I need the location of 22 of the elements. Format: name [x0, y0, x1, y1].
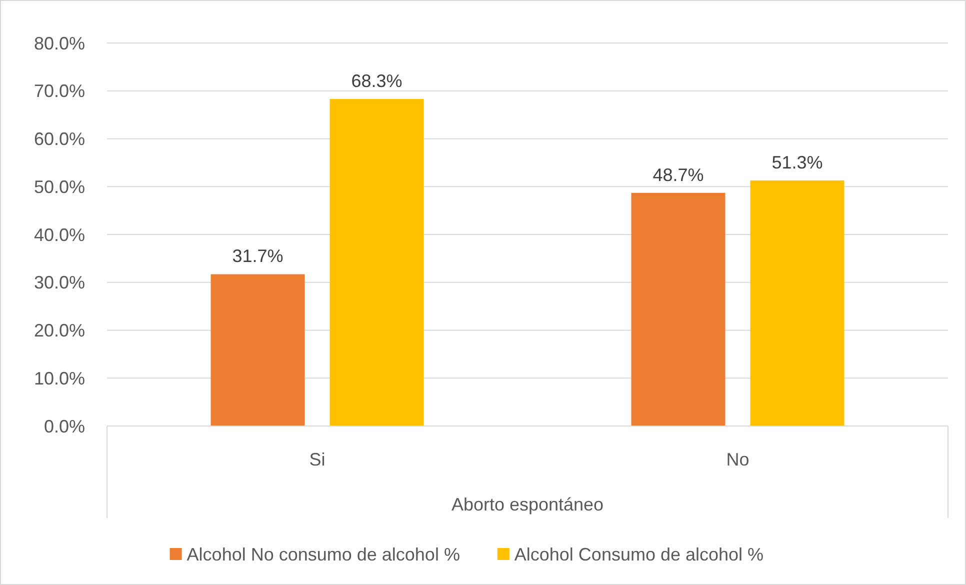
- data-label: 48.7%: [652, 164, 704, 185]
- legend-label: Alcohol No consumo de alcohol %: [186, 544, 460, 564]
- legend-label: Alcohol Consumo de alcohol %: [514, 544, 764, 564]
- y-tick-label: 40.0%: [34, 224, 85, 245]
- y-tick-label: 60.0%: [34, 129, 85, 150]
- x-axis-title: Aborto espontáneo: [451, 494, 604, 514]
- y-tick-label: 0.0%: [44, 416, 85, 436]
- y-tick-label: 70.0%: [34, 81, 85, 102]
- y-tick-label: 50.0%: [34, 176, 85, 197]
- data-label: 31.7%: [232, 246, 284, 266]
- data-label: 68.3%: [351, 71, 402, 92]
- y-tick-label: 20.0%: [34, 320, 85, 341]
- x-tick-label: No: [726, 449, 750, 470]
- bar: [330, 99, 424, 426]
- y-tick-label: 10.0%: [34, 368, 85, 388]
- y-tick-label: 80.0%: [34, 33, 85, 54]
- bar: [631, 192, 726, 426]
- bar: [750, 180, 844, 426]
- bar: [210, 274, 305, 426]
- y-tick-label: 30.0%: [34, 272, 85, 293]
- data-label: 51.3%: [772, 152, 823, 172]
- x-tick-label: Si: [309, 449, 326, 470]
